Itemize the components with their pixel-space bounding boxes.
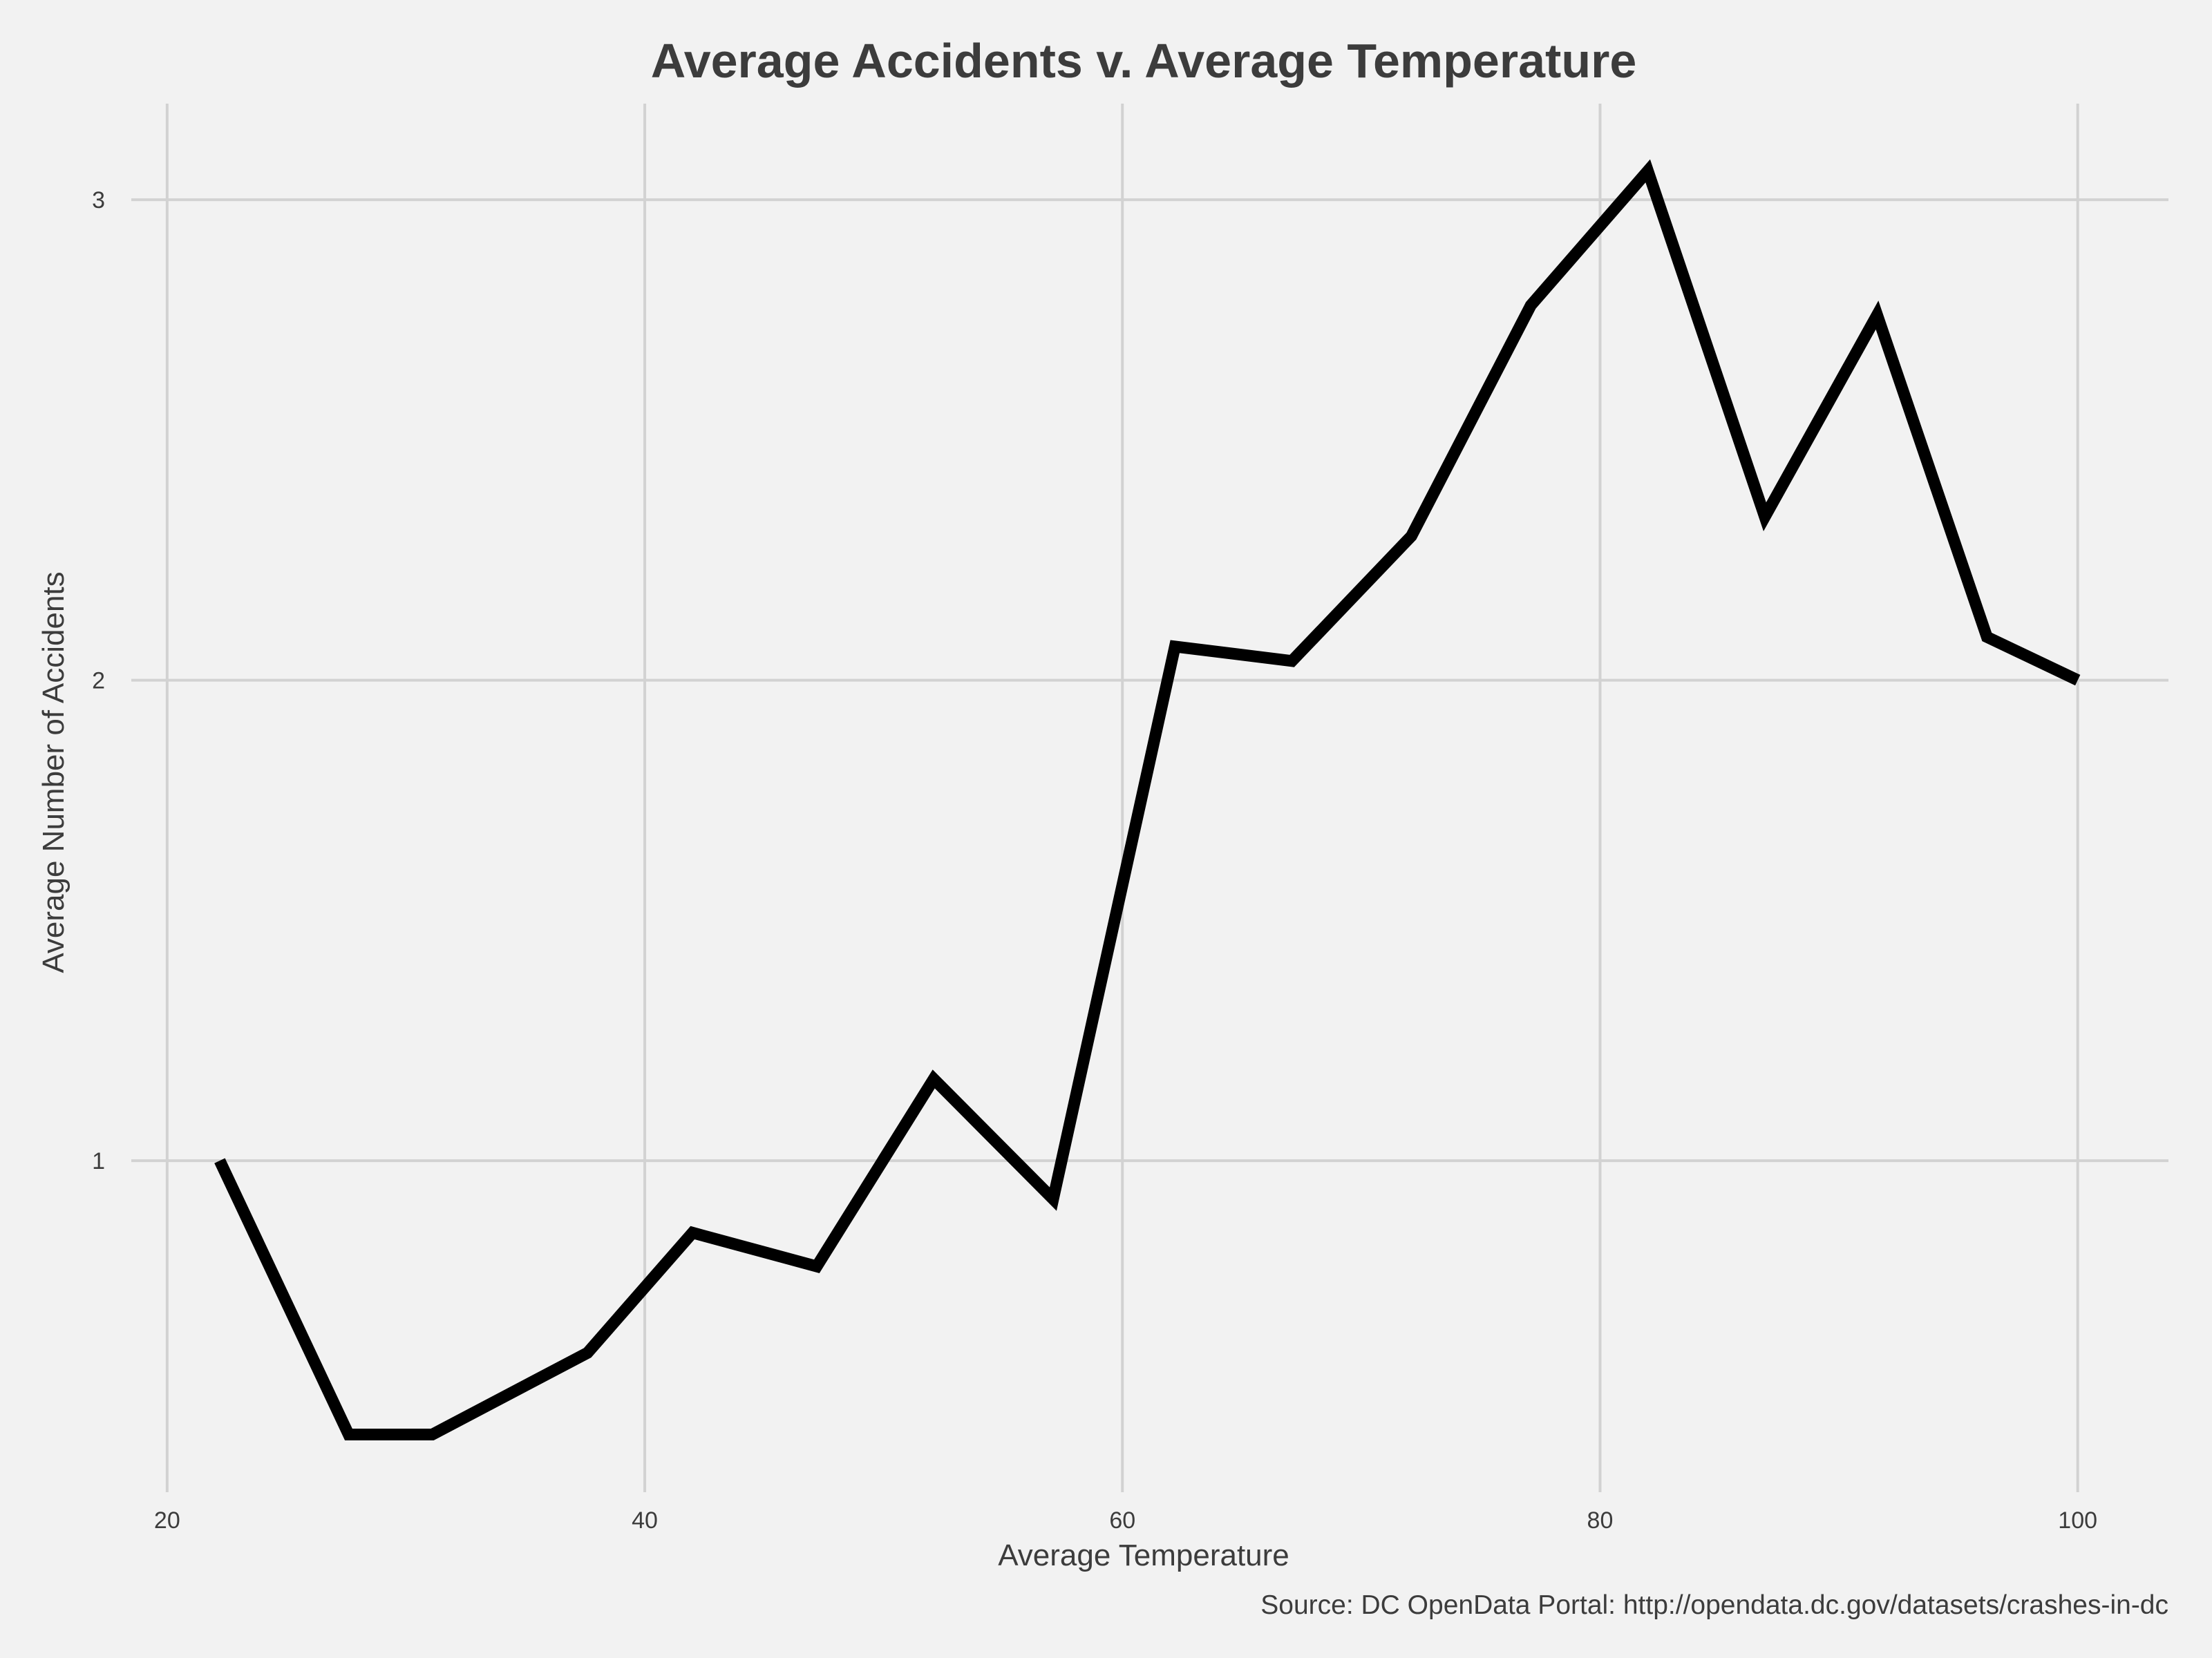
x-gridlines: [165, 104, 2079, 1492]
source-note: Source: DC OpenData Portal: http://opend…: [1260, 1590, 2168, 1620]
series-line-0: [214, 159, 2081, 1440]
series-group: [214, 159, 2081, 1440]
y-tick-labels: 1 2 3: [92, 187, 105, 1174]
x-tick-labels: 20 40 60 80 100: [154, 1507, 2097, 1534]
x-axis-label: Average Temperature: [998, 1538, 1289, 1572]
chart-title: Average Accidents v. Average Temperature: [651, 34, 1637, 88]
y-gridlines: [131, 198, 2168, 1163]
x-tick-label-100: 100: [2058, 1507, 2097, 1534]
y-tick-label-3: 3: [92, 187, 105, 213]
x-tick-label-60: 60: [1109, 1507, 1135, 1534]
x-tick-label-80: 80: [1587, 1507, 1614, 1534]
y-tick-label-1: 1: [92, 1148, 105, 1174]
y-axis-label: Average Number of Accidents: [37, 571, 70, 973]
x-tick-label-20: 20: [154, 1507, 180, 1534]
x-tick-label-40: 40: [632, 1507, 658, 1534]
y-tick-label-2: 2: [92, 668, 105, 694]
